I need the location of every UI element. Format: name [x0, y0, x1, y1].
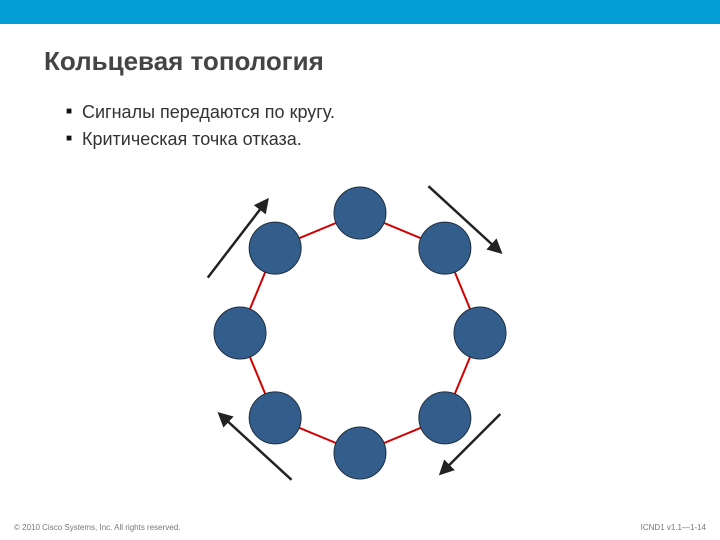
bullet-list: Сигналы передаются по кругу. Критическая… — [44, 99, 676, 153]
slide-footer: © 2010 Cisco Systems, Inc. All rights re… — [0, 523, 720, 532]
list-item: Критическая точка отказа. — [66, 126, 676, 153]
slide-number: ICND1 v1.1—1-14 — [641, 523, 706, 532]
list-item: Сигналы передаются по кругу. — [66, 99, 676, 126]
ring-topology-diagram — [190, 163, 530, 503]
slide-content: Кольцевая топология Сигналы передаются п… — [0, 24, 720, 503]
copyright-text: © 2010 Cisco Systems, Inc. All rights re… — [14, 523, 180, 532]
header-accent-bar — [0, 0, 720, 24]
page-title: Кольцевая топология — [44, 46, 676, 77]
